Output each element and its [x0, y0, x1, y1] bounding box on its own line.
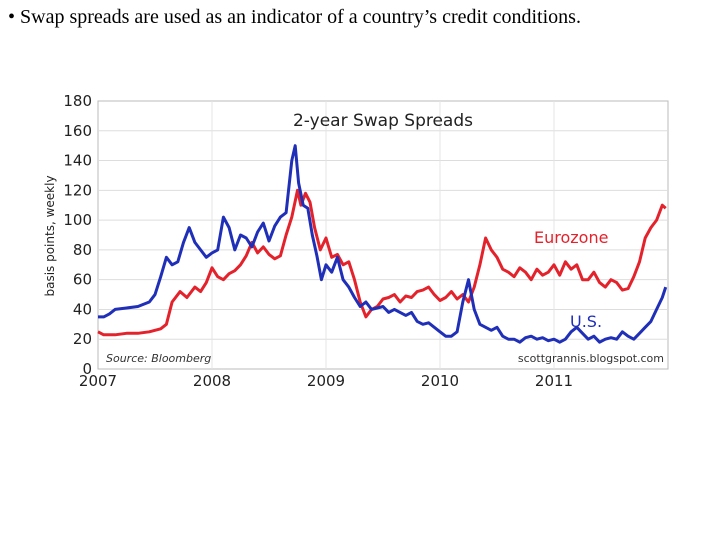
- series-line-us: [98, 144, 668, 344]
- series-line-eurozone: [97, 188, 667, 337]
- y-tick-label: 100: [63, 211, 92, 229]
- x-tick-label: 2011: [535, 372, 573, 390]
- x-axis-ticks: 2007 2008 2009 2010 2011: [79, 372, 573, 390]
- eurozone-label: Eurozone: [534, 228, 608, 247]
- y-axis-ticks: 0 20 40 60 80 100 120 140 160 180: [63, 92, 92, 378]
- y-tick-label: 60: [73, 271, 92, 289]
- x-tick-label: 2010: [421, 372, 459, 390]
- slide-bullet-text: • Swap spreads are used as an indicator …: [8, 6, 581, 28]
- source-note: Source: Bloomberg: [106, 352, 211, 365]
- gridlines: [98, 101, 668, 369]
- y-tick-label: 120: [63, 181, 92, 199]
- y-tick-label: 80: [73, 241, 92, 259]
- us-label: U.S.: [570, 312, 602, 331]
- y-tick-label: 140: [63, 152, 92, 170]
- x-tick-label: 2008: [193, 372, 231, 390]
- y-tick-label: 160: [63, 122, 92, 140]
- y-tick-label: 0: [82, 360, 92, 378]
- y-axis-label: basis points, weekly: [43, 175, 57, 296]
- y-tick-label: 20: [73, 330, 92, 348]
- y-tick-label: 180: [63, 92, 92, 110]
- y-tick-label: 40: [73, 300, 92, 318]
- credit-note: scottgrannis.blogspot.com: [518, 352, 664, 365]
- x-tick-label: 2009: [307, 372, 345, 390]
- x-tick-label: 2007: [79, 372, 117, 390]
- chart-title: 2-year Swap Spreads: [293, 111, 473, 131]
- series-lines: [97, 144, 668, 344]
